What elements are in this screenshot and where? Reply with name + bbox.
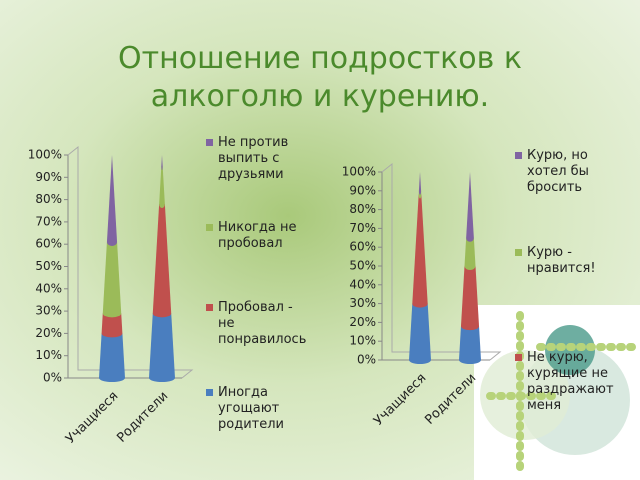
legend-swatch: [515, 354, 522, 361]
y-tick-label: 60%: [35, 237, 62, 251]
y-tick-label: 10%: [35, 348, 62, 362]
y-tick-label: 0%: [43, 371, 62, 385]
legend-label: Никогда не пробовал: [218, 220, 297, 251]
cone-segment: [106, 155, 118, 246]
cone-segment: [409, 303, 431, 364]
y-tick-label: 30%: [349, 296, 376, 310]
cone-segment: [459, 326, 481, 364]
cone-segment: [418, 172, 422, 195]
y-tick-label: 90%: [349, 183, 376, 197]
legend-swatch: [206, 389, 213, 396]
back-wall: [67, 145, 194, 379]
legend-label: Иногда угощают родители: [218, 385, 284, 432]
y-tick-label: 10%: [349, 334, 376, 348]
legend-swatch: [206, 224, 213, 231]
cone-segment: [161, 155, 163, 171]
x-tick-label: Родители: [114, 389, 171, 446]
y-tick-label: 80%: [349, 202, 376, 216]
y-tick-label: 20%: [349, 315, 376, 329]
legend-swatch: [206, 139, 213, 146]
y-tick-label: 30%: [35, 304, 62, 318]
y-tick-label: 70%: [35, 214, 62, 228]
legend-label: Не курю, курящие не раздражают меня: [527, 350, 614, 413]
y-tick-label: 50%: [349, 259, 376, 273]
cone-segment: [101, 313, 123, 338]
y-tick-label: 40%: [349, 277, 376, 291]
y-tick-label: 20%: [35, 326, 62, 340]
legend-label: Пробовал - не понравилось: [218, 300, 307, 347]
y-tick-label: 100%: [342, 165, 376, 179]
x-tick-label: Учащиеся: [371, 371, 429, 429]
cone-segment: [102, 241, 122, 318]
cone-segment: [159, 166, 165, 209]
cone-segment: [460, 266, 480, 331]
y-tick-label: 40%: [35, 281, 62, 295]
decoration: [474, 305, 640, 480]
cone-segment: [149, 313, 175, 382]
slide-title: Отношение подростков к алкоголю и курени…: [118, 41, 522, 114]
legend-swatch: [515, 249, 522, 256]
legend-swatch: [206, 304, 213, 311]
cone-segment: [99, 333, 125, 382]
y-tick-label: 90%: [35, 170, 62, 184]
y-tick-label: 80%: [35, 192, 62, 206]
x-tick-label: Учащиеся: [63, 389, 121, 447]
cone-segment: [152, 204, 172, 318]
legend-label: Не против выпить с друзьями: [218, 135, 289, 182]
legend-label: Курю - нравится!: [527, 245, 596, 276]
y-tick-label: 0%: [357, 353, 376, 367]
legend-swatch: [515, 152, 522, 159]
y-tick-label: 60%: [349, 240, 376, 254]
cone-segment: [412, 194, 428, 308]
cone-segment: [466, 172, 474, 242]
back-wall: [381, 162, 502, 361]
y-tick-label: 100%: [28, 148, 62, 162]
cone-segment: [464, 237, 476, 270]
legend-label: Курю, но хотел бы бросить: [527, 148, 589, 195]
y-tick-label: 70%: [349, 221, 376, 235]
y-tick-label: 50%: [35, 259, 62, 273]
x-tick-label: Родители: [422, 371, 479, 428]
